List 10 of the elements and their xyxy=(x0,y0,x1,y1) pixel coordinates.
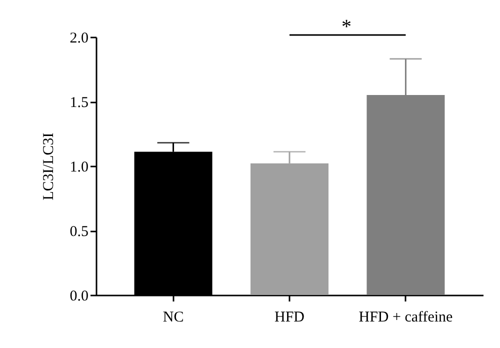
y-tick-label: 1.5 xyxy=(70,95,88,111)
y-axis-title: LC3I/LC3I xyxy=(40,132,57,200)
y-tick-label: 0.0 xyxy=(70,288,88,304)
x-tick-label: HFD xyxy=(274,310,305,326)
y-tick-label: 2.0 xyxy=(70,30,88,46)
y-tick-label: 0.5 xyxy=(70,224,88,240)
y-tick-label: 1.0 xyxy=(70,160,88,176)
annotation: * xyxy=(342,16,352,38)
x-tick-label: HFD + caffeine xyxy=(358,310,454,326)
x-tick-label: NC xyxy=(162,310,184,326)
